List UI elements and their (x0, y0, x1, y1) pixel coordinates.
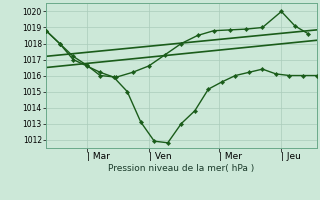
X-axis label: Pression niveau de la mer( hPa ): Pression niveau de la mer( hPa ) (108, 164, 254, 173)
